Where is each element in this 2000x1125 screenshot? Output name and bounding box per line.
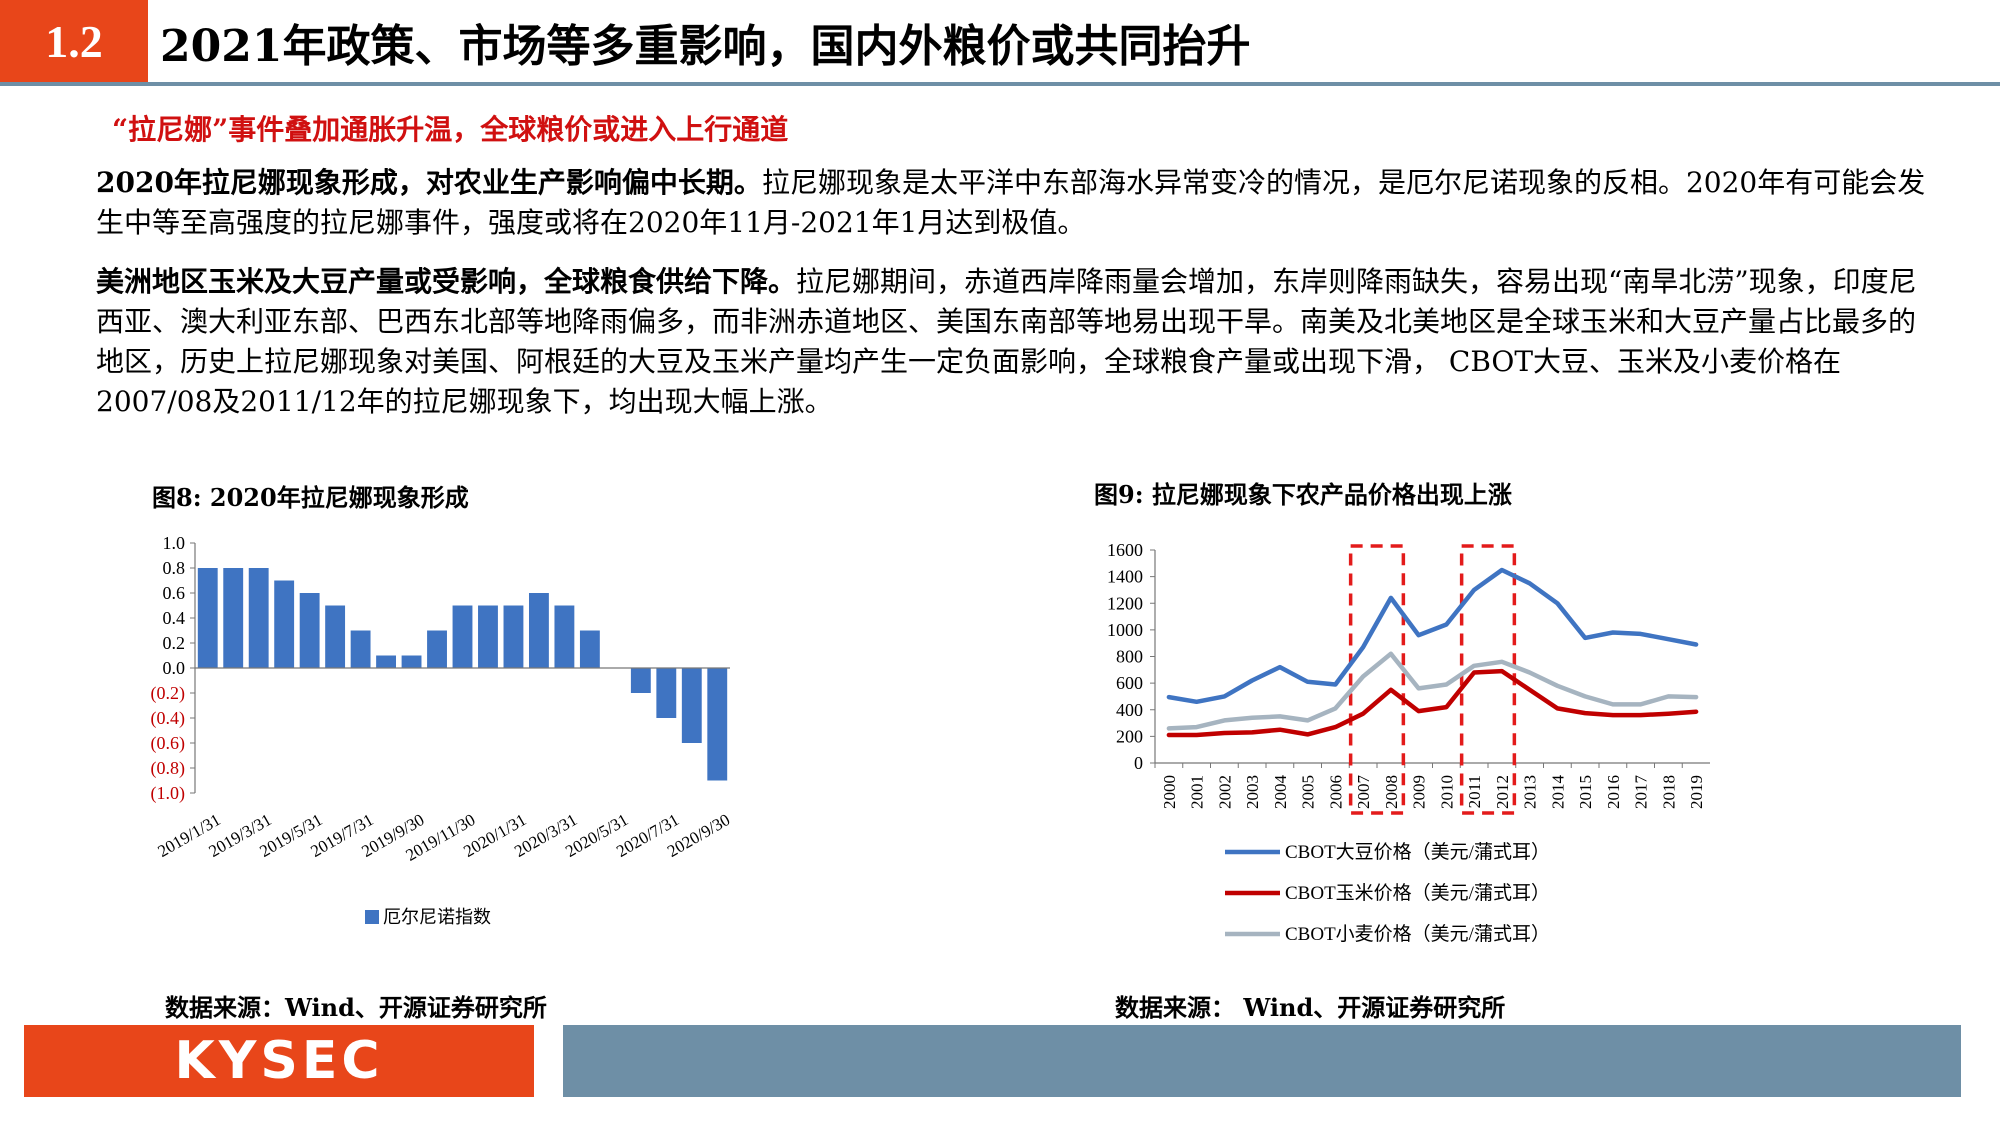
- y-tick-label: (0.2): [151, 683, 186, 704]
- bar: [401, 655, 422, 668]
- y-tick-label: (0.4): [151, 708, 186, 729]
- cbot-price-line-chart: 0 200 400 600 800 1000 1200 1400 1600 2000 2001 200…: [1107, 540, 1710, 945]
- section-number: 1.2: [0, 0, 148, 82]
- x-tick-label: 2018: [1659, 775, 1678, 809]
- x-tick-label: 2014: [1548, 775, 1567, 810]
- y-tick-label: 600: [1116, 673, 1143, 693]
- paragraph-lead: 2020年拉尼娜现象形成，对农业生产影响偏中长期。: [96, 166, 762, 199]
- y-tick-label: 400: [1116, 700, 1143, 720]
- series-line: [1166, 651, 1699, 731]
- bar: [656, 668, 677, 718]
- highlight-box: [1348, 544, 1406, 815]
- y-tick-label: 0.8: [163, 558, 186, 578]
- bar: [197, 568, 218, 668]
- figure9-title: 图9: 拉尼娜现象下农产品价格出现上涨: [1094, 480, 1512, 509]
- y-tick-label: (0.6): [151, 733, 186, 754]
- header-divider: [0, 82, 2000, 86]
- bar: [579, 630, 600, 668]
- y-tick-label: (0.8): [151, 758, 186, 779]
- x-tick-label: 2013: [1521, 775, 1540, 809]
- x-tick-label: 2010: [1437, 775, 1456, 809]
- bar: [478, 605, 498, 668]
- bar: [452, 605, 473, 668]
- y-tick-label: 0.0: [163, 658, 186, 678]
- bar: [325, 605, 346, 668]
- x-tick-label: 2002: [1215, 775, 1234, 809]
- legend-label: CBOT小麦价格（美元/蒲式耳）: [1285, 923, 1550, 945]
- bar: [299, 593, 320, 668]
- bar: [376, 655, 397, 668]
- y-tick-label: 0.2: [163, 633, 186, 653]
- y-tick-label: 1400: [1107, 567, 1143, 587]
- enso-index-bar-chart: 1.0 0.8 0.6 0.4 0.2 0.0 (0.2) (0.4) (0.6) (0.8) (1…: [151, 533, 734, 927]
- series-line: [1166, 567, 1699, 705]
- y-tick-label: 0.6: [163, 583, 186, 603]
- x-tick-label: 2016: [1604, 775, 1623, 809]
- legend-label: CBOT玉米价格（美元/蒲式耳）: [1285, 882, 1550, 904]
- bar: [528, 593, 549, 668]
- x-tick-label: 2017: [1632, 775, 1651, 810]
- bar: [350, 630, 371, 668]
- x-tick-label: 2000: [1160, 775, 1179, 809]
- x-tick-label: 2005: [1299, 775, 1318, 809]
- y-tick-label: 1.0: [163, 533, 186, 553]
- x-tick-label: 2007: [1354, 775, 1373, 810]
- y-tick-label: 800: [1116, 647, 1143, 667]
- x-tick-label: 2008: [1382, 775, 1401, 809]
- y-tick-label: 1600: [1107, 540, 1143, 560]
- legend-label: 厄尔尼诺指数: [383, 907, 491, 927]
- paragraph-lead: 美洲地区玉米及大豆产量或受影响，全球粮食供给下降。: [96, 265, 797, 298]
- bar: [681, 668, 702, 743]
- bar: [223, 568, 244, 668]
- figure8-source: 数据来源：Wind、开源证券研究所: [165, 993, 547, 1022]
- paragraph-body: 拉尼娜现象是太平洋中东部海水异常变冷的情况，是厄尔尼诺现象的反相。2020年有可…: [96, 166, 1926, 239]
- x-tick-label: 2011: [1465, 775, 1484, 808]
- paragraph-americas-supply: 美洲地区玉米及大豆产量或受影响，全球粮食供给下降。拉尼娜期间，赤道西岸降雨量会增…: [96, 262, 1926, 422]
- footer-bar: [563, 1025, 1961, 1097]
- x-tick-label: 2004: [1271, 775, 1290, 810]
- x-tick-label: 2001: [1188, 775, 1207, 809]
- x-tick-label: 2006: [1326, 775, 1345, 809]
- bar: [274, 580, 295, 668]
- paragraph-body: 拉尼娜期间，赤道西岸降雨量会增加，东岸则降雨缺失，容易出现“南旱北涝”现象，印度…: [96, 265, 1917, 418]
- section-subtitle: “拉尼娜”事件叠加通胀升温，全球粮价或进入上行通道: [112, 113, 789, 146]
- paragraph-la-nina-formation: 2020年拉尼娜现象形成，对农业生产影响偏中长期。拉尼娜现象是太平洋中东部海水异…: [96, 163, 1926, 243]
- y-tick-label: 0: [1134, 753, 1143, 773]
- legend-swatch: [365, 910, 379, 924]
- kysec-logo: KYSEC: [24, 1025, 534, 1097]
- figure8-title: 图8: 2020年拉尼娜现象形成: [152, 483, 469, 512]
- x-tick-label: 2009: [1410, 775, 1429, 809]
- series-line: [1166, 668, 1699, 738]
- page-title: 2021年政策、市场等多重影响，国内外粮价或共同抬升: [160, 21, 1251, 72]
- x-tick-label: 2003: [1243, 775, 1262, 809]
- bar: [554, 605, 575, 668]
- y-tick-label: 1000: [1107, 620, 1143, 640]
- bar: [248, 568, 269, 668]
- bar: [427, 630, 447, 668]
- y-tick-label: 1200: [1107, 593, 1143, 613]
- x-tick-label: 2019: [1687, 775, 1706, 809]
- bar: [707, 668, 728, 781]
- bar: [630, 668, 651, 693]
- y-tick-label: 200: [1116, 726, 1143, 746]
- x-tick-label: 2012: [1493, 775, 1512, 809]
- legend-label: CBOT大豆价格（美元/蒲式耳）: [1285, 841, 1550, 863]
- y-tick-label: (1.0): [151, 783, 186, 804]
- bar: [503, 605, 524, 668]
- x-tick-label: 2015: [1576, 775, 1595, 809]
- y-tick-label: 0.4: [163, 608, 186, 628]
- figure9-source: 数据来源： Wind、开源证券研究所: [1115, 993, 1506, 1022]
